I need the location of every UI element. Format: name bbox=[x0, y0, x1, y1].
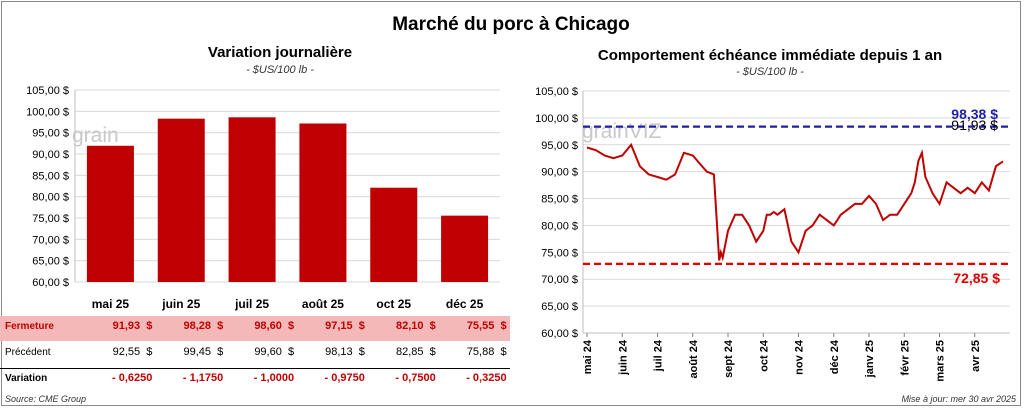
table-cell: 99,45 $ bbox=[183, 346, 224, 358]
bar-xtick-label: oct 25 bbox=[376, 297, 411, 311]
line-xtick-label: juil 24 bbox=[653, 339, 665, 372]
line-watermark: grainVIZ bbox=[582, 120, 662, 143]
bar-xtick-label: juil 25 bbox=[234, 297, 269, 311]
bar-ytick-label: 85,00 $ bbox=[32, 170, 69, 182]
bar bbox=[228, 117, 276, 282]
line-chart: grainVIZ 60,00 $ 65,00 $ 70,00 $ 75,00 $ 80,… bbox=[535, 86, 1010, 382]
last-label: 91,93 $ bbox=[951, 117, 998, 133]
bar-ytick-label: 65,00 $ bbox=[32, 256, 69, 268]
bar-ytick-label: 100,00 $ bbox=[26, 106, 69, 118]
table-cell: 75,55 $ bbox=[466, 320, 507, 332]
table-cell: 97,15 $ bbox=[325, 320, 365, 332]
line-xtick-label: janv 25 bbox=[864, 340, 876, 378]
bar-watermark: grain bbox=[72, 124, 119, 147]
bar-ytick-label: 95,00 $ bbox=[32, 128, 69, 140]
table-cell: 99,60 $ bbox=[254, 346, 295, 358]
table-cell: - 1,1750 bbox=[182, 372, 224, 384]
bar bbox=[157, 118, 205, 282]
table-cell: - 1,0000 bbox=[253, 372, 295, 384]
table-cell: 91,93 $ bbox=[112, 320, 153, 332]
bar-ytick-label: 90,00 $ bbox=[32, 149, 69, 161]
line-ytick-label: 90,00 $ bbox=[541, 167, 578, 179]
table-divider bbox=[0, 368, 510, 369]
bar-xtick-label: mai 25 bbox=[92, 297, 130, 311]
high-label: 98,38 $ bbox=[951, 106, 998, 122]
bar-ytick-label: 80,00 $ bbox=[32, 192, 69, 204]
price-line bbox=[586, 142, 1004, 262]
table-cell: - 0,3250 bbox=[466, 372, 507, 384]
left-chart-title: Variation journalière bbox=[207, 44, 353, 61]
line-xtick-label: sept 24 bbox=[723, 339, 735, 378]
line-ytick-label: 75,00 $ bbox=[541, 247, 578, 259]
line-xtick-label: déc 24 bbox=[829, 339, 841, 374]
bar-ytick-label: 70,00 $ bbox=[32, 234, 69, 246]
line-xtick-label: oct 24 bbox=[758, 339, 770, 372]
line-ytick-label: 70,00 $ bbox=[541, 274, 578, 286]
table-row-label: Variation bbox=[5, 373, 48, 384]
table-row-label: Précédent bbox=[5, 347, 51, 358]
line-ytick-label: 80,00 $ bbox=[541, 220, 578, 232]
bar-chart: grain 60,00 $ 65,00 $ 70,00 $ 75,00 $ 80,00 … bbox=[26, 85, 500, 311]
table-cell: - 0,7500 bbox=[395, 372, 436, 384]
source-note: Source: CME Group bbox=[5, 394, 87, 404]
bar-ytick-label: 75,00 $ bbox=[32, 213, 69, 225]
line-xtick-label: nov 24 bbox=[794, 339, 806, 375]
table-cell: 75,88 $ bbox=[466, 346, 507, 358]
bar bbox=[86, 145, 134, 282]
bar bbox=[299, 123, 347, 282]
bar-xtick-label: août 25 bbox=[302, 297, 344, 311]
left-chart-subtitle: - $US/100 lb - bbox=[246, 64, 314, 76]
table-row-label: Fermeture bbox=[5, 321, 54, 332]
line-ytick-label: 105,00 $ bbox=[535, 86, 578, 98]
bar-xtick-label: déc 25 bbox=[446, 297, 484, 311]
bar-ytick-label: 105,00 $ bbox=[26, 85, 69, 97]
table-cell: 98,13 $ bbox=[325, 346, 365, 358]
bar-xtick-label: juin 25 bbox=[161, 297, 200, 311]
line-xtick-label: août 24 bbox=[688, 339, 700, 378]
main-title: Marché du porc à Chicago bbox=[392, 14, 630, 35]
right-chart-subtitle: - $US/100 lb - bbox=[736, 66, 804, 78]
bar-ytick-label: 60,00 $ bbox=[32, 277, 69, 289]
fermeture-row-bg bbox=[0, 316, 510, 341]
line-xtick-label: mars 25 bbox=[935, 340, 947, 382]
table-cell: 92,55 $ bbox=[112, 346, 153, 358]
bar bbox=[441, 215, 489, 282]
bar bbox=[370, 187, 418, 282]
line-xtick-label: mai 24 bbox=[582, 339, 594, 374]
table-cell: - 0,6250 bbox=[112, 372, 153, 384]
line-ytick-label: 65,00 $ bbox=[541, 301, 578, 313]
update-note: Mise à jour: mer 30 avr 2025 bbox=[901, 394, 1016, 404]
table-cell: - 0,9750 bbox=[324, 372, 365, 384]
line-ytick-label: 95,00 $ bbox=[541, 140, 578, 152]
line-xtick-label: avr 25 bbox=[970, 340, 982, 372]
table-cell: 98,28 $ bbox=[183, 320, 224, 332]
low-label: 72,85 $ bbox=[953, 270, 1000, 286]
table-cell: 82,85 $ bbox=[395, 346, 436, 358]
right-chart-title: Comportement échéance immédiate depuis 1… bbox=[597, 47, 943, 64]
line-ytick-label: 85,00 $ bbox=[541, 194, 578, 206]
table-cell: 82,10 $ bbox=[395, 320, 436, 332]
line-ytick-label: 60,00 $ bbox=[541, 328, 578, 340]
line-xtick-label: juin 24 bbox=[617, 339, 629, 376]
line-xtick-label: févr 25 bbox=[899, 340, 911, 375]
table-cell: 98,60 $ bbox=[254, 320, 295, 332]
line-ytick-label: 100,00 $ bbox=[535, 113, 578, 125]
